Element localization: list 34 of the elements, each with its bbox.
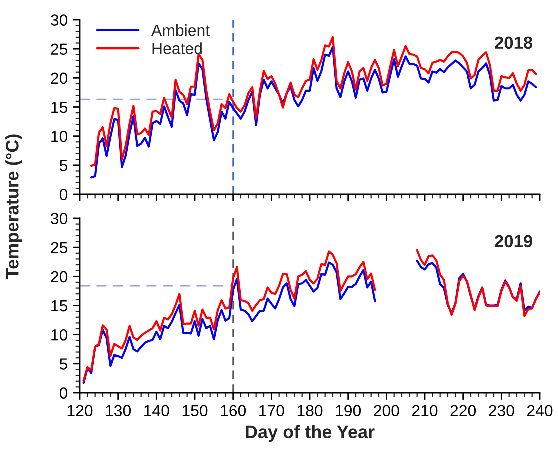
x-axis-title: Day of the Year	[246, 425, 375, 442]
x-tick-label: 200	[374, 405, 400, 417]
x-tick-label: 190	[336, 405, 362, 417]
legend-label: Heated	[152, 42, 202, 54]
x-tick-label: 230	[489, 405, 514, 417]
y-tick-label: 25	[51, 44, 68, 56]
annotation: 2018	[495, 36, 533, 50]
x-tick-label: 120	[68, 405, 93, 417]
x-tick-label: 170	[260, 405, 284, 417]
y-tick-label: 15	[52, 102, 68, 114]
y-tick-label: 5	[60, 358, 68, 370]
x-tick-label: 240	[527, 405, 553, 417]
x-tick-label: 160	[221, 405, 246, 417]
x-tick-label: 140	[144, 405, 170, 417]
y-tick-label: 0	[60, 189, 68, 200]
line-series	[90, 36, 538, 168]
annotation: 2019	[495, 235, 532, 248]
x-tick-label: 150	[182, 405, 208, 417]
y-tick-label: 15	[52, 300, 68, 312]
y-tick-label: 25	[51, 242, 68, 254]
y-tick-label: 0	[60, 388, 68, 399]
y-tick-label: 20	[51, 72, 68, 84]
y-tick-label: 30	[51, 213, 68, 224]
y-tick-label: 30	[51, 14, 68, 26]
y-axis-title: Temperature (°C)	[6, 134, 22, 279]
x-tick-label: 130	[106, 405, 132, 417]
x-tick-label: 210	[412, 405, 438, 417]
x-tick-label: 220	[450, 405, 476, 417]
y-tick-label: 10	[52, 130, 68, 142]
y-tick-label: 10	[52, 329, 68, 341]
x-tick-label: 180	[298, 405, 323, 417]
legend-label: Ambient	[152, 24, 210, 36]
y-tick-label: 5	[60, 160, 68, 172]
y-tick-label: 20	[51, 271, 68, 283]
